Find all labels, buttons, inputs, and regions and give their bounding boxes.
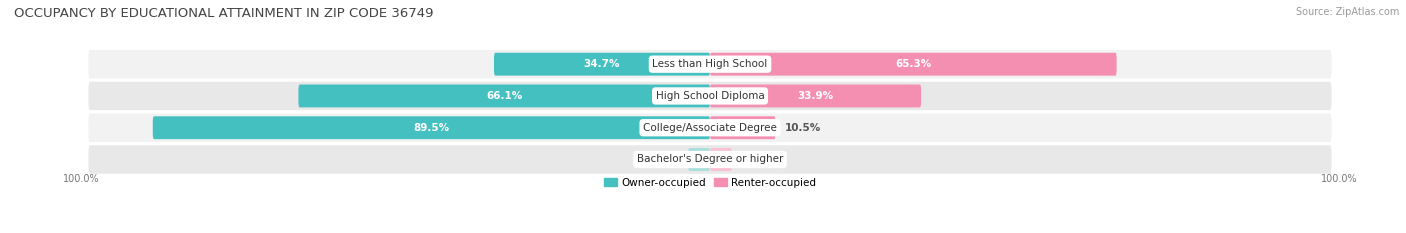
FancyBboxPatch shape — [710, 148, 731, 171]
Legend: Owner-occupied, Renter-occupied: Owner-occupied, Renter-occupied — [605, 178, 815, 188]
Text: Bachelor's Degree or higher: Bachelor's Degree or higher — [637, 154, 783, 164]
FancyBboxPatch shape — [87, 113, 1333, 143]
Text: OCCUPANCY BY EDUCATIONAL ATTAINMENT IN ZIP CODE 36749: OCCUPANCY BY EDUCATIONAL ATTAINMENT IN Z… — [14, 7, 433, 20]
Text: 89.5%: 89.5% — [413, 123, 450, 133]
Text: College/Associate Degree: College/Associate Degree — [643, 123, 778, 133]
FancyBboxPatch shape — [87, 49, 1333, 79]
FancyBboxPatch shape — [153, 116, 710, 139]
Text: 10.5%: 10.5% — [785, 123, 821, 133]
Text: 100.0%: 100.0% — [1322, 174, 1358, 184]
FancyBboxPatch shape — [689, 148, 710, 171]
FancyBboxPatch shape — [494, 53, 710, 76]
Text: 33.9%: 33.9% — [797, 91, 834, 101]
FancyBboxPatch shape — [710, 116, 776, 139]
Text: Less than High School: Less than High School — [652, 59, 768, 69]
Text: 0.0%: 0.0% — [720, 154, 748, 164]
FancyBboxPatch shape — [87, 144, 1333, 175]
FancyBboxPatch shape — [710, 85, 921, 107]
FancyBboxPatch shape — [710, 53, 1116, 76]
Text: High School Diploma: High School Diploma — [655, 91, 765, 101]
Text: 100.0%: 100.0% — [62, 174, 98, 184]
Text: Source: ZipAtlas.com: Source: ZipAtlas.com — [1295, 7, 1399, 17]
Text: 66.1%: 66.1% — [486, 91, 523, 101]
Text: 34.7%: 34.7% — [583, 59, 620, 69]
FancyBboxPatch shape — [87, 81, 1333, 111]
Text: 0.0%: 0.0% — [672, 154, 700, 164]
Text: 65.3%: 65.3% — [896, 59, 931, 69]
FancyBboxPatch shape — [298, 85, 710, 107]
